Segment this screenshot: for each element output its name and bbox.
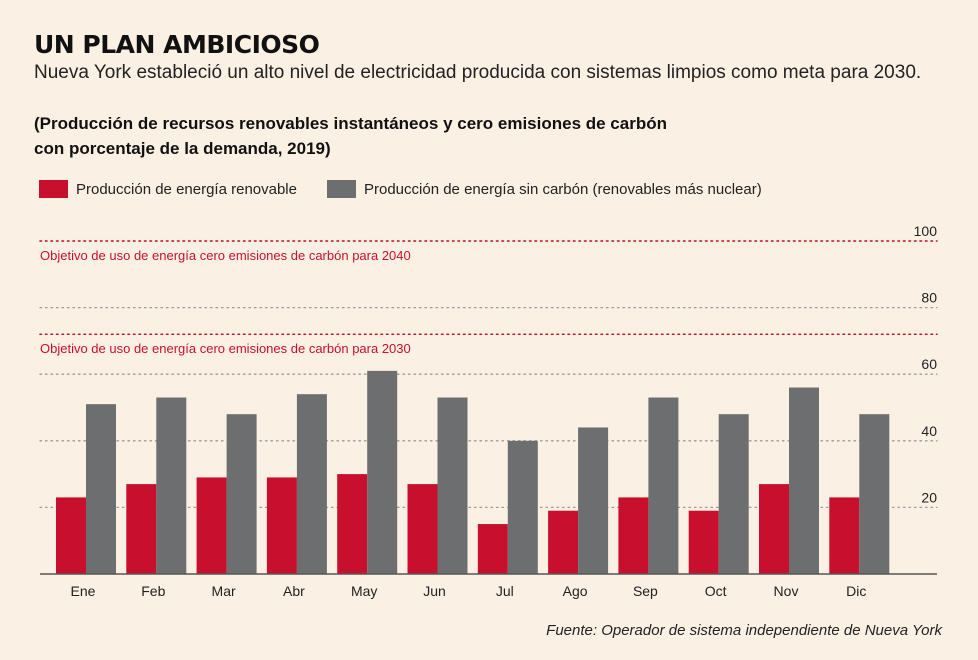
chart-heading-line-1: (Producción de recursos renovables insta… — [34, 114, 667, 133]
source-note: Fuente: Operador de sistema independient… — [546, 622, 942, 639]
bar-renewable — [196, 477, 227, 574]
chart-title: UN PLAN AMBICIOSO — [34, 30, 320, 59]
x-tick-label: Nov — [774, 583, 799, 599]
x-tick-label: Oct — [705, 583, 727, 599]
x-tick-label: Ene — [71, 583, 96, 599]
bar-renewable — [56, 497, 86, 574]
x-tick-label: Jul — [496, 583, 514, 599]
bar-carbon-free — [789, 387, 819, 574]
bar-renewable — [618, 497, 649, 574]
bar-renewable — [829, 497, 860, 574]
x-tick-label: Feb — [141, 583, 165, 599]
bar-carbon-free — [156, 397, 187, 574]
bar-carbon-free — [226, 414, 257, 574]
bar-carbon-free — [437, 397, 468, 574]
target-label: Objetivo de uso de energía cero emisione… — [40, 341, 411, 356]
legend-item-renewable: Producción de energía renovable — [39, 180, 297, 198]
x-tick-label: Ago — [563, 583, 588, 599]
chart-heading: (Producción de recursos renovables insta… — [34, 111, 674, 161]
chart-heading-line-2: con porcentaje de la demanda, 2019) — [34, 139, 331, 158]
y-tick-label: 60 — [921, 356, 937, 372]
legend-label-renewable: Producción de energía renovable — [76, 180, 297, 198]
bar-carbon-free — [578, 427, 609, 574]
legend-item-carbon-free: Producción de energía sin carbón (renova… — [327, 180, 762, 198]
bar-renewable — [407, 484, 438, 574]
y-tick-label: 20 — [921, 489, 937, 505]
bar-carbon-free — [859, 414, 890, 574]
bar-carbon-free — [86, 404, 116, 574]
bar-carbon-free — [367, 370, 398, 574]
legend-label-carbon-free: Producción de energía sin carbón (renova… — [364, 180, 762, 198]
bar-renewable — [688, 510, 719, 574]
x-tick-label: Abr — [283, 583, 305, 599]
bar-renewable — [548, 510, 579, 574]
x-tick-label: May — [351, 583, 377, 599]
y-tick-label: 40 — [921, 423, 937, 439]
bar-carbon-free — [648, 397, 679, 574]
target-label: Objetivo de uso de energía cero emisione… — [40, 248, 411, 263]
bar-carbon-free — [296, 394, 327, 574]
chart-subtitle: Nueva York estableció un alto nivel de e… — [34, 62, 922, 83]
bar-renewable — [126, 484, 157, 574]
x-tick-label: Jun — [423, 583, 446, 599]
legend-swatch-carbon-free — [327, 180, 356, 198]
bar-renewable — [759, 484, 789, 574]
y-tick-label: 80 — [921, 290, 937, 306]
bar-carbon-free — [507, 440, 538, 574]
legend-swatch-renewable — [39, 180, 68, 198]
bar-renewable — [477, 524, 508, 574]
y-tick-label: 100 — [914, 223, 938, 239]
legend: Producción de energía renovable Producci… — [39, 180, 792, 198]
x-tick-label: Mar — [212, 583, 236, 599]
bar-renewable — [266, 477, 297, 574]
x-tick-label: Dic — [846, 583, 866, 599]
x-tick-label: Sep — [633, 583, 658, 599]
bar-carbon-free — [718, 414, 749, 574]
bar-renewable — [337, 474, 368, 574]
